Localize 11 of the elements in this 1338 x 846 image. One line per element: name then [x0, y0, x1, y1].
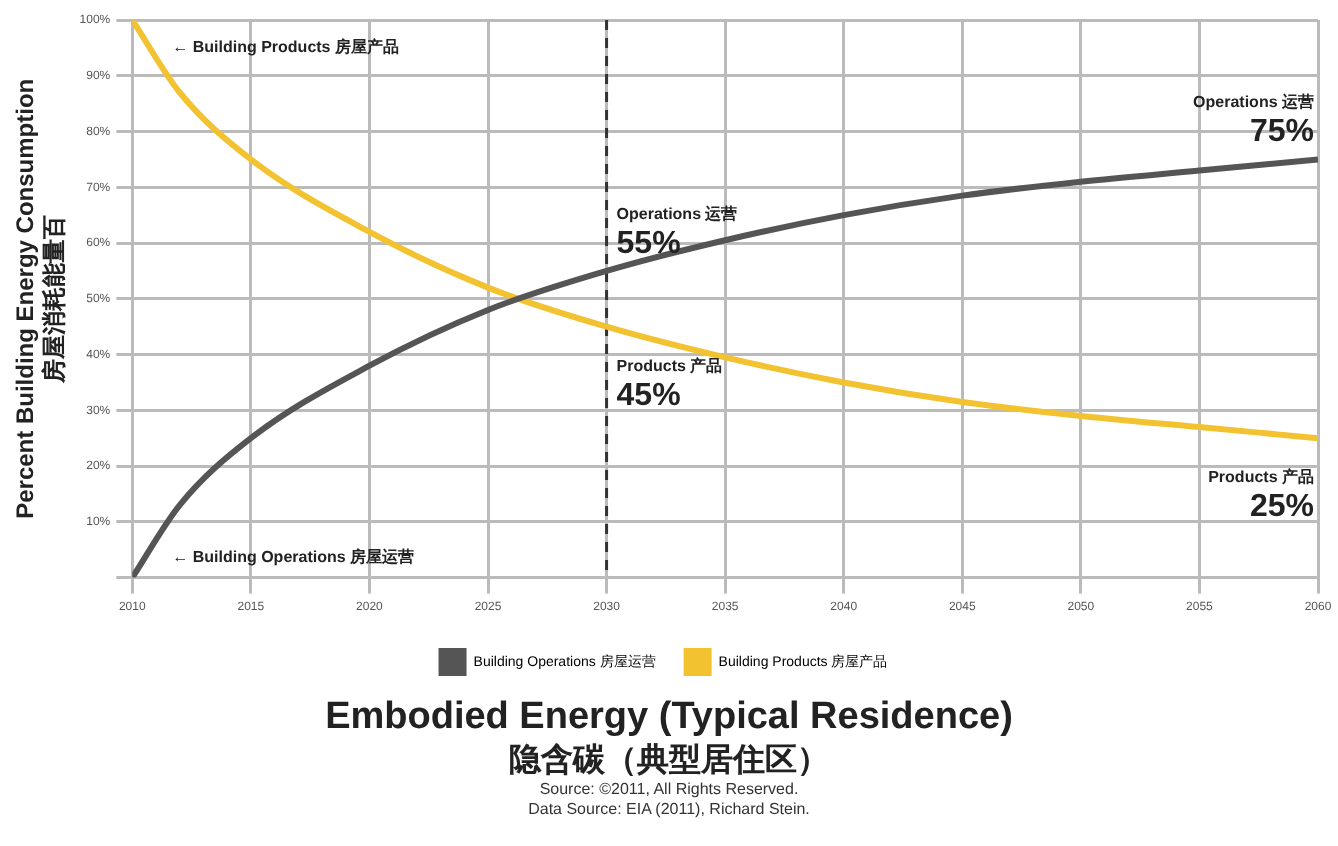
y-axis-title: Percent Building Energy Consumption 房屋消耗能量百	[11, 78, 68, 519]
annotation: Products 产品 45%	[616, 356, 723, 413]
annotation: Products 产品 25%	[1208, 468, 1314, 525]
annotation: Operations 运营 55%	[616, 204, 738, 261]
annotation: ← Building Products 房屋产品	[172, 36, 399, 56]
text: 隐含碳（典型居住区）	[507, 740, 831, 780]
text: Embodied Energy (Typical Residence)	[323, 696, 1015, 740]
annotation: ← Building Operations 房屋运营	[172, 545, 415, 566]
annotation: Operations 运营 75%	[1193, 93, 1314, 150]
source-note: Data Source: EIA (2011), Richard Stein.	[526, 800, 812, 820]
source-note: Source: ©2011, All Rights Reserved.	[537, 780, 801, 800]
